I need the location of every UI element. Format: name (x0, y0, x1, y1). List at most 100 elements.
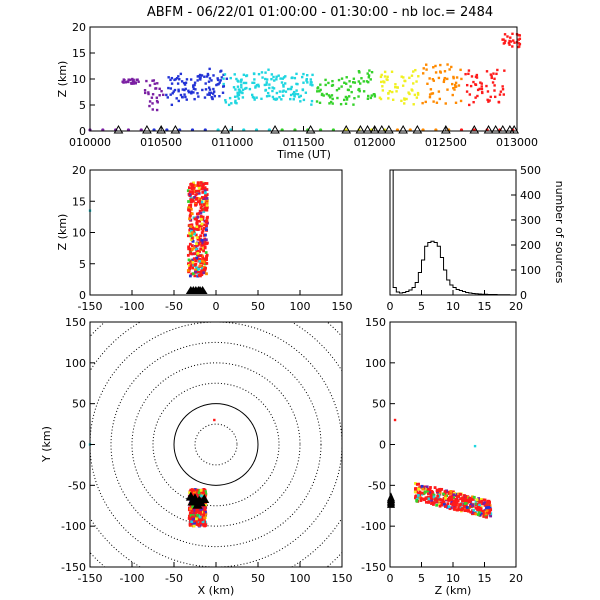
source-point (245, 86, 248, 90)
source-point (199, 181, 203, 184)
source-point (207, 86, 211, 89)
source-point (501, 88, 505, 91)
source-point (446, 505, 450, 509)
source-point (195, 488, 199, 492)
source-point (202, 492, 206, 496)
source-point (215, 83, 218, 87)
source-point (198, 257, 202, 261)
source-point (450, 495, 454, 498)
x-tick-label: 15 (478, 572, 492, 585)
source-point (463, 499, 467, 502)
height-histogram-ylabel: number of sources (553, 181, 566, 284)
source-point (190, 509, 194, 513)
source-point (428, 95, 432, 99)
time-height-stations (88, 124, 520, 134)
source-point (509, 36, 512, 39)
source-point (497, 101, 501, 104)
source-point (488, 501, 492, 504)
source-point (472, 508, 476, 512)
source-point (221, 91, 225, 94)
source-point (236, 95, 239, 98)
source-point (187, 258, 191, 262)
source-point (192, 488, 196, 492)
y-tick-label: 15 (72, 195, 86, 208)
source-point (311, 83, 314, 87)
source-point (430, 501, 434, 505)
source-point (270, 77, 273, 81)
source-point (190, 236, 194, 240)
source-point (504, 39, 507, 43)
source-point (428, 495, 432, 499)
source-point (437, 76, 441, 80)
source-point (426, 487, 430, 491)
source-point (434, 71, 438, 74)
source-point (204, 266, 207, 270)
source-point (438, 489, 442, 493)
source-point (379, 97, 383, 101)
x-tick-label: 5 (418, 300, 425, 313)
station-marker (384, 124, 394, 134)
source-point (475, 73, 479, 77)
source-point (198, 73, 202, 77)
source-point (188, 242, 192, 246)
source-point (205, 272, 208, 276)
y-tick-label: 400 (520, 189, 541, 202)
station-marker (170, 124, 181, 134)
y-tick-label: 150 (65, 316, 86, 329)
source-point (414, 487, 417, 490)
source-point (378, 96, 382, 99)
source-point (193, 81, 197, 84)
source-point (427, 492, 430, 496)
source-point (156, 82, 159, 85)
source-point (190, 244, 194, 248)
source-point (511, 32, 514, 36)
source-point (200, 259, 204, 263)
source-point (353, 97, 356, 100)
source-point (474, 506, 478, 510)
source-point (482, 512, 486, 516)
source-point (464, 503, 468, 507)
source-point (422, 497, 425, 501)
source-point (490, 76, 493, 80)
source-point (394, 83, 397, 86)
range-ring (131, 362, 301, 527)
source-point (209, 91, 213, 94)
source-point (190, 182, 193, 186)
source-point (366, 72, 369, 75)
source-point (467, 72, 470, 76)
source-point (419, 499, 423, 502)
source-point (367, 74, 371, 77)
source-point (224, 99, 227, 102)
source-point (484, 513, 488, 517)
source-point (183, 88, 186, 92)
source-point (449, 502, 453, 506)
source-point (319, 88, 322, 92)
source-point (281, 94, 285, 97)
source-point (488, 506, 492, 510)
source-point (418, 491, 422, 494)
source-point (188, 491, 191, 495)
source-point (286, 87, 290, 91)
source-point (244, 81, 248, 85)
source-point (194, 512, 198, 516)
source-point (299, 94, 303, 98)
source-point (443, 78, 446, 82)
source-point (202, 260, 206, 264)
source-point (367, 80, 370, 84)
source-point (192, 91, 195, 94)
y-tick-label: 0 (79, 439, 86, 452)
source-point (432, 66, 435, 69)
source-point (223, 73, 227, 76)
source-point (203, 188, 207, 192)
source-point (221, 85, 225, 88)
source-point (474, 75, 478, 78)
source-point (265, 95, 269, 98)
source-point (200, 224, 203, 227)
source-point (212, 74, 215, 77)
source-point (196, 79, 199, 82)
source-point (331, 79, 334, 83)
source-point (200, 74, 204, 77)
source-point (468, 497, 472, 500)
source-point (508, 39, 511, 43)
